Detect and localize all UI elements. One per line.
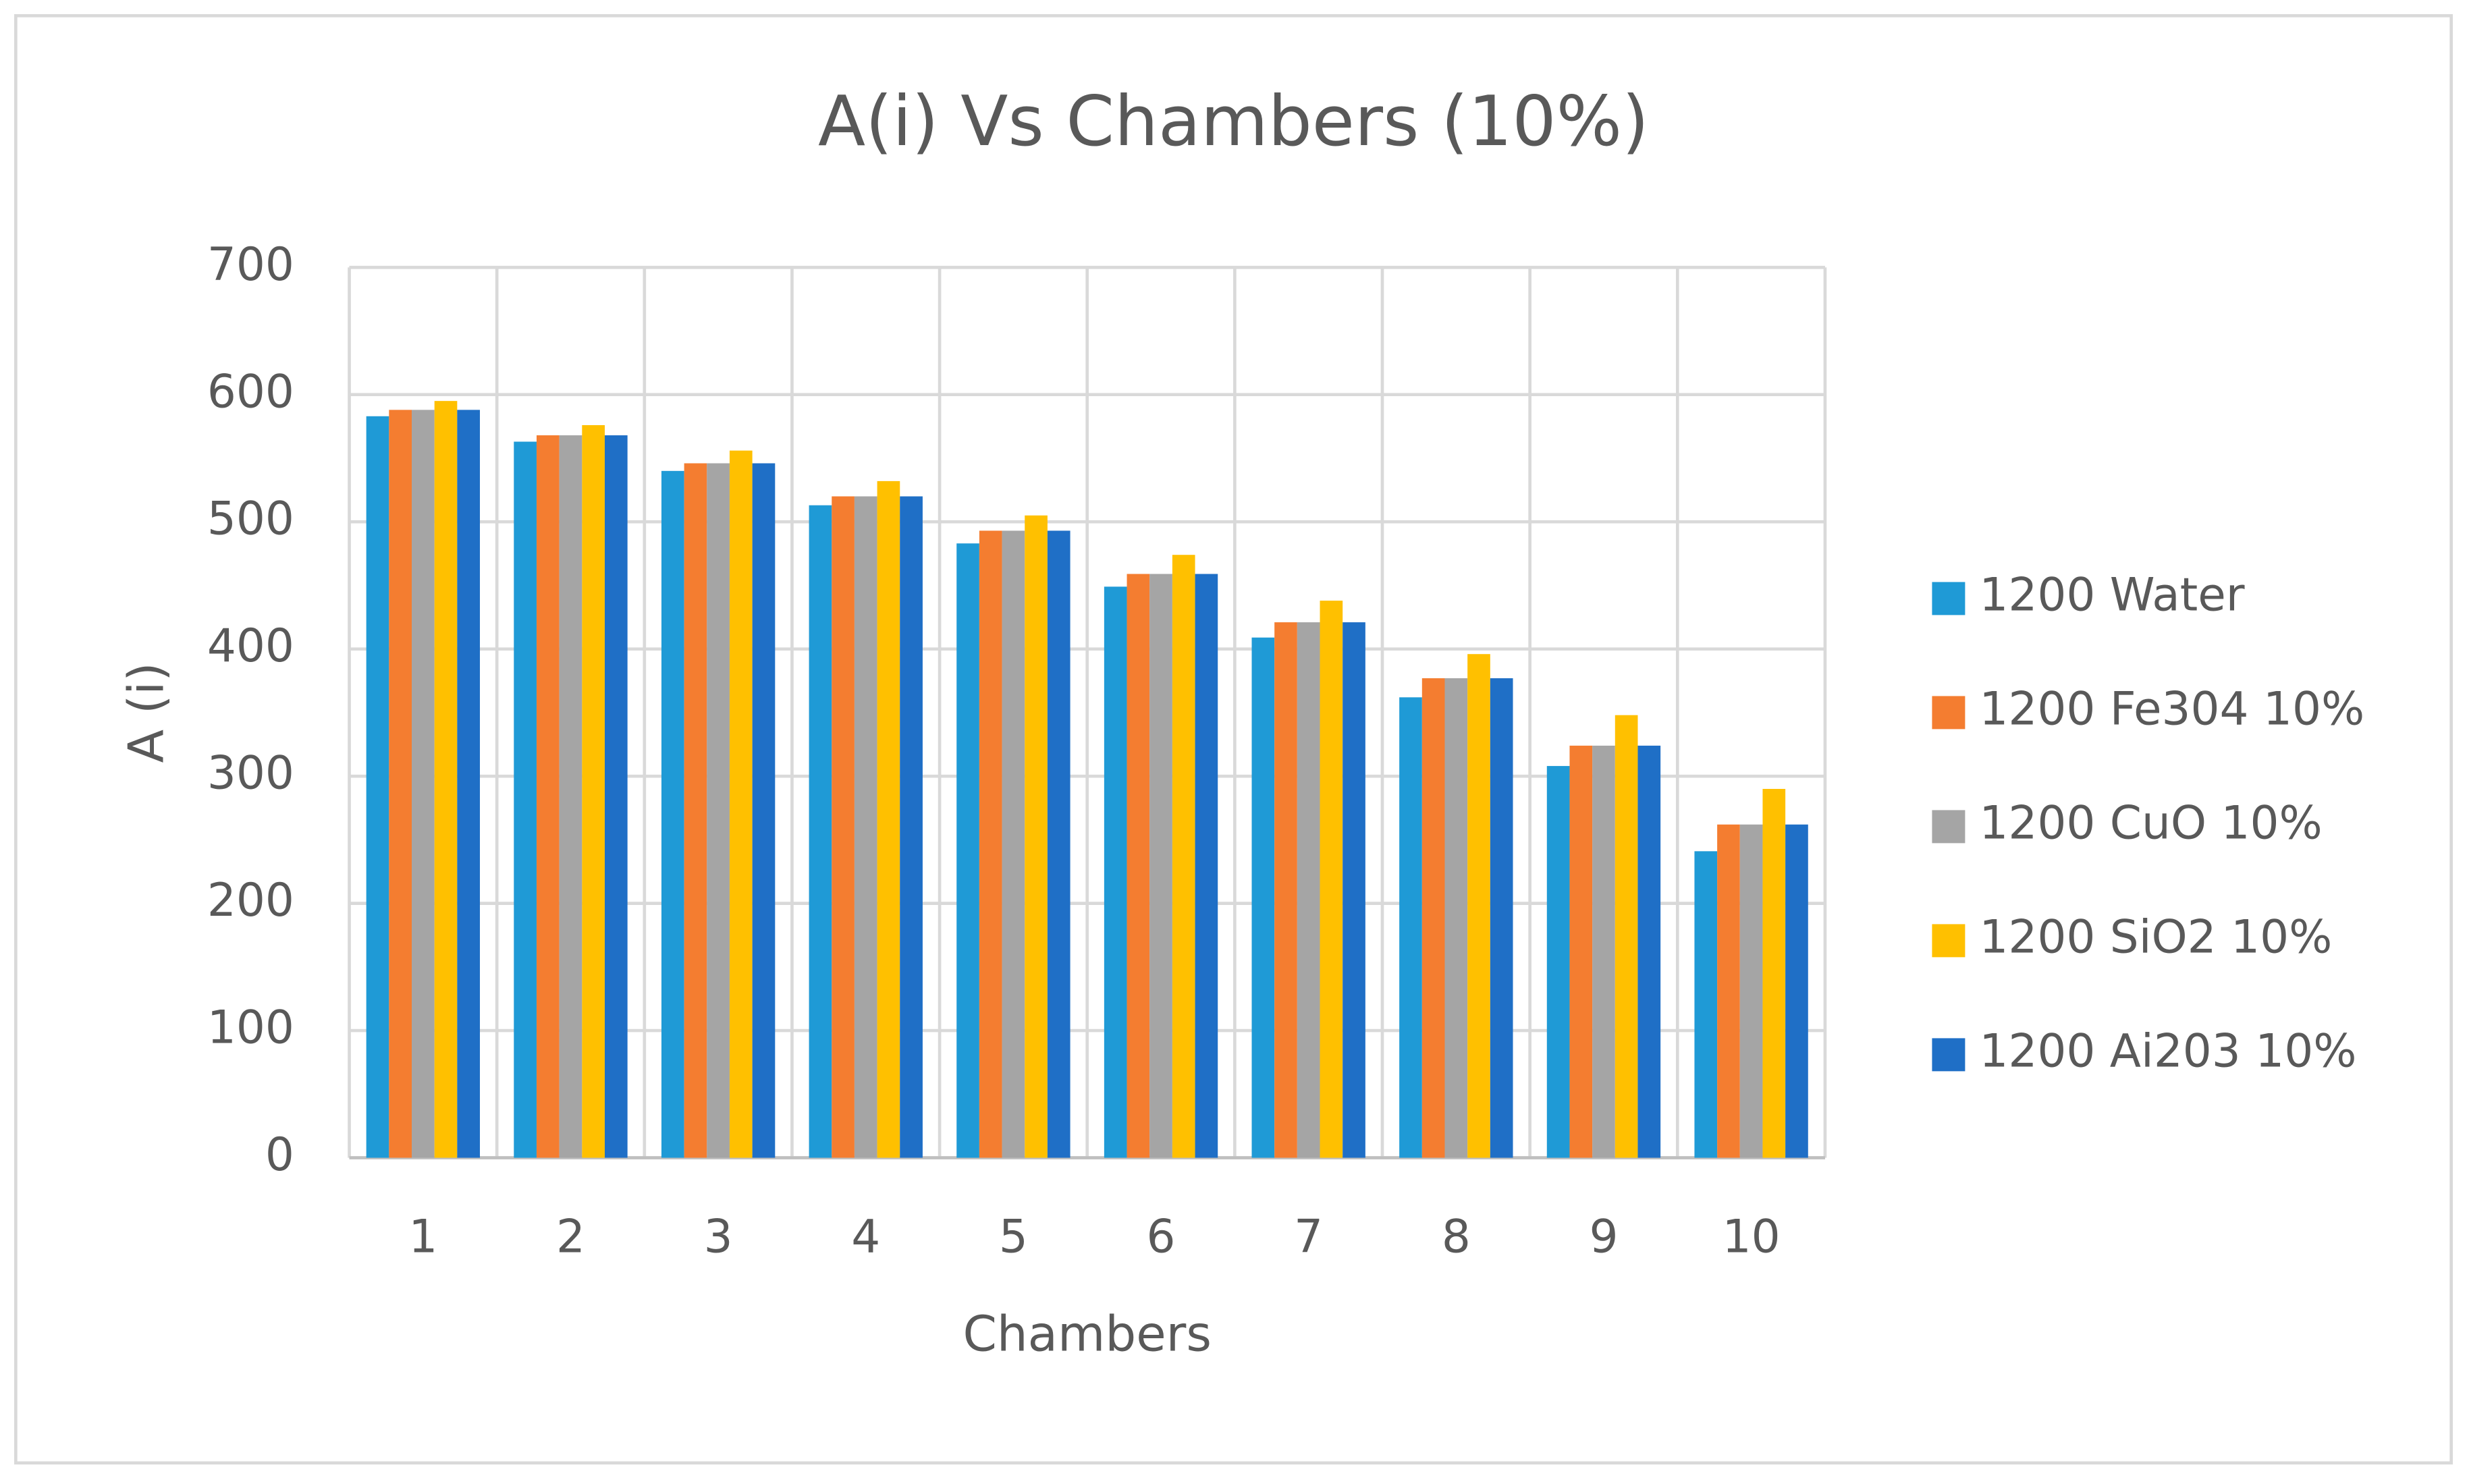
- bar: [536, 435, 560, 1158]
- bar: [809, 505, 832, 1158]
- y-tick-label: 600: [207, 364, 294, 418]
- bar: [1195, 574, 1218, 1158]
- bar: [1637, 745, 1661, 1158]
- bar: [514, 441, 537, 1158]
- legend-swatch: [1932, 924, 1966, 958]
- bar: [1694, 851, 1718, 1158]
- legend-swatch: [1932, 582, 1966, 615]
- bar: [1421, 678, 1445, 1158]
- legend-label: 1200 Ai203 10%: [1979, 1024, 2356, 1077]
- y-tick-label: 300: [207, 746, 294, 800]
- bar: [1785, 824, 1808, 1158]
- legend-label: 1200 CuO 10%: [1979, 796, 2322, 849]
- bar: [604, 435, 628, 1158]
- x-tick-label: 2: [556, 1209, 585, 1263]
- bar: [1047, 530, 1070, 1158]
- bar: [854, 496, 877, 1158]
- bar: [1172, 555, 1195, 1158]
- bar: [559, 435, 582, 1158]
- bar: [1739, 824, 1763, 1158]
- bar: [752, 463, 776, 1158]
- y-tick-label: 400: [207, 619, 294, 672]
- y-tick-label: 500: [207, 492, 294, 545]
- bar: [1592, 745, 1615, 1158]
- y-tick-label: 100: [207, 1001, 294, 1054]
- x-tick-label: 3: [704, 1209, 733, 1263]
- y-tick-label: 200: [207, 873, 294, 927]
- bar: [1127, 574, 1150, 1158]
- bar: [1569, 745, 1593, 1158]
- bar: [1546, 766, 1570, 1158]
- x-tick-label: 6: [1147, 1209, 1176, 1263]
- legend-label: 1200 Fe304 10%: [1979, 682, 2364, 735]
- x-tick-label: 5: [999, 1209, 1028, 1263]
- x-tick-label: 9: [1589, 1209, 1618, 1263]
- bar: [1297, 622, 1320, 1158]
- bar: [900, 496, 923, 1158]
- y-tick-label: 700: [207, 238, 294, 291]
- x-tick-label: 10: [1723, 1209, 1781, 1263]
- chart-title: A(i) Vs Chambers (10%): [818, 82, 1649, 162]
- bar: [1104, 586, 1127, 1158]
- x-tick-label: 4: [851, 1209, 880, 1263]
- bar: [1251, 637, 1275, 1158]
- bar: [1343, 622, 1365, 1158]
- bar: [582, 424, 605, 1158]
- bar: [434, 401, 458, 1158]
- y-tick-label: 0: [265, 1128, 294, 1181]
- bar: [1025, 515, 1048, 1158]
- bar: [412, 410, 435, 1158]
- legend-swatch: [1932, 1038, 1966, 1072]
- x-axis-label: Chambers: [963, 1306, 1212, 1363]
- bar: [1274, 622, 1297, 1158]
- bar: [877, 480, 900, 1158]
- x-tick-label: 1: [408, 1209, 437, 1263]
- legend-label: 1200 SiO2 10%: [1979, 910, 2332, 963]
- bar: [1717, 824, 1740, 1158]
- legend-swatch: [1932, 810, 1966, 844]
- bar: [1002, 530, 1025, 1158]
- x-tick-label: 8: [1442, 1209, 1471, 1263]
- bar: [684, 463, 707, 1158]
- bar: [1149, 574, 1172, 1158]
- x-tick-label: 7: [1294, 1209, 1323, 1263]
- bar: [389, 410, 412, 1158]
- bar: [832, 496, 855, 1158]
- bar: [956, 543, 979, 1158]
- bar: [1444, 678, 1468, 1158]
- bar: [661, 470, 684, 1158]
- bar: [979, 530, 1002, 1158]
- bar: [1320, 601, 1343, 1158]
- bar: [1762, 788, 1786, 1158]
- bar: [1615, 715, 1638, 1158]
- bar: [707, 463, 730, 1158]
- bar: [366, 416, 389, 1158]
- y-axis-label: A (i): [119, 662, 175, 763]
- bar: [457, 410, 481, 1158]
- bar: [1467, 654, 1490, 1158]
- bar: [1399, 697, 1422, 1158]
- legend-swatch: [1932, 696, 1966, 730]
- bar: [1490, 678, 1513, 1158]
- bar: [729, 450, 753, 1158]
- legend-label: 1200 Water: [1979, 568, 2244, 621]
